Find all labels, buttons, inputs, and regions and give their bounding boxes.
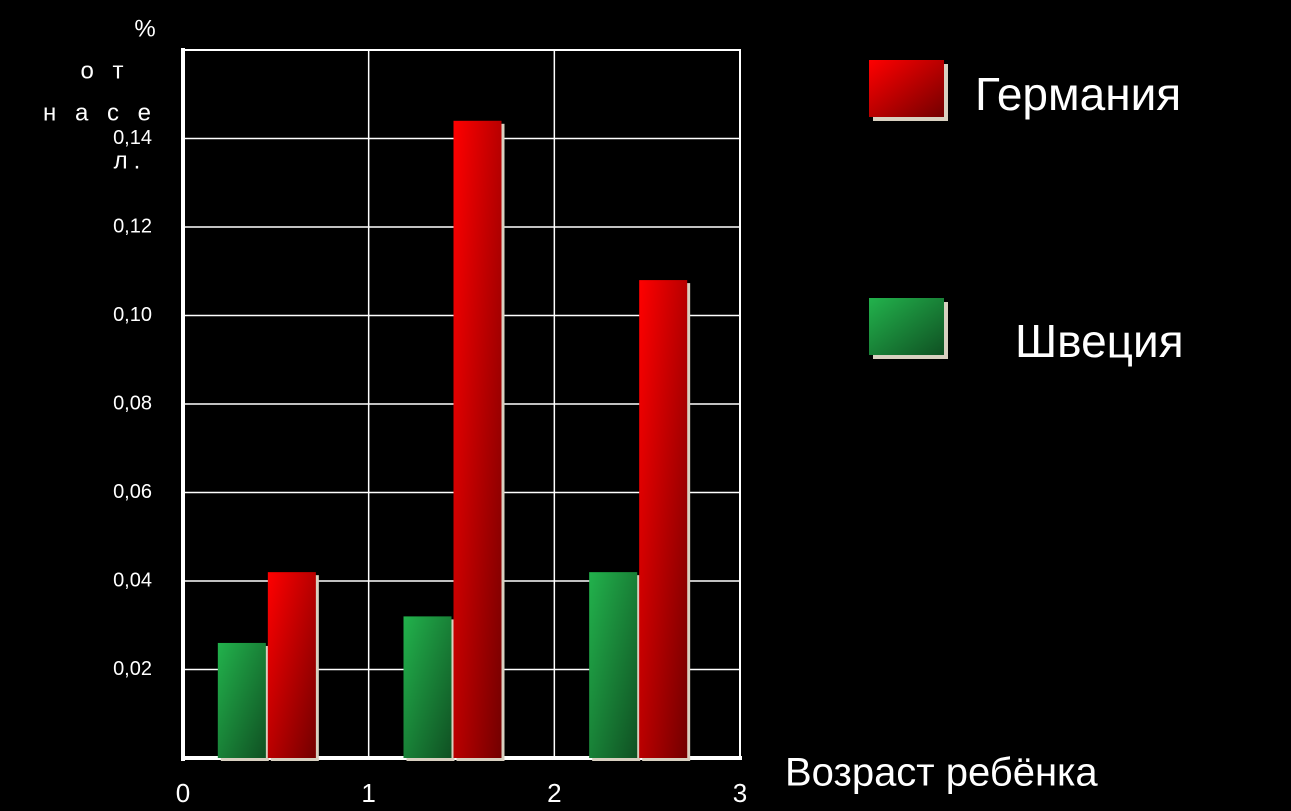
x-axis-label: Возраст ребёнка <box>785 751 1098 795</box>
legend-label: Швеция <box>1015 315 1184 367</box>
y-tick-label: 0,06 <box>113 481 152 503</box>
y-tick-label: 0,14 <box>113 127 152 149</box>
bar-shade <box>589 572 638 758</box>
legend-label: Германия <box>975 68 1181 120</box>
y-axis-label: н а с е <box>43 99 157 126</box>
y-tick-label: 0,12 <box>113 215 152 237</box>
x-tick-label: 3 <box>733 778 747 808</box>
y-tick-label: 0,02 <box>113 658 152 680</box>
y-tick-label: 0,04 <box>113 569 152 591</box>
bar-shade <box>403 616 452 758</box>
legend-shade <box>869 298 944 355</box>
y-tick-label: 0,08 <box>113 392 152 414</box>
y-axis-label: % <box>134 15 155 42</box>
bar-shade <box>453 120 502 759</box>
bar-shade <box>639 280 688 758</box>
x-tick-label: 1 <box>361 778 375 808</box>
x-tick-label: 2 <box>547 778 561 808</box>
y-axis-label: о т <box>80 57 129 84</box>
bar-shade <box>267 572 316 758</box>
y-tick-label: 0,10 <box>113 304 152 326</box>
bar-shade <box>217 642 266 758</box>
legend-shade <box>869 60 944 117</box>
x-tick-label: 0 <box>176 778 190 808</box>
y-axis-label: л. <box>114 147 147 174</box>
